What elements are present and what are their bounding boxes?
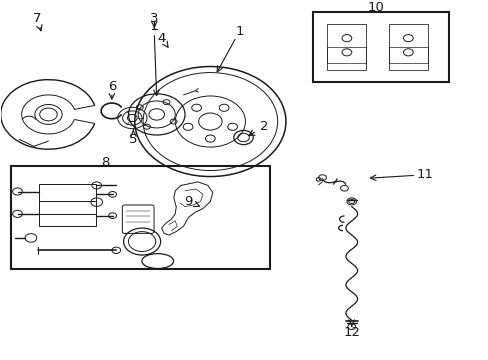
- Bar: [40, 184, 95, 226]
- Bar: [327, 47, 366, 63]
- Bar: [312, 12, 448, 82]
- Text: 1: 1: [235, 24, 244, 37]
- Text: 6: 6: [107, 80, 116, 93]
- Text: 11: 11: [416, 168, 432, 181]
- Text: 3: 3: [150, 12, 158, 25]
- Text: 10: 10: [367, 1, 384, 14]
- Text: 9: 9: [184, 195, 192, 208]
- Text: 4: 4: [157, 32, 165, 45]
- Bar: [388, 47, 427, 63]
- Text: 7: 7: [33, 12, 41, 25]
- Text: 5: 5: [129, 133, 137, 146]
- Bar: [11, 166, 269, 269]
- Text: 2: 2: [259, 120, 268, 133]
- Text: 12: 12: [343, 326, 360, 339]
- Text: 8: 8: [101, 156, 109, 169]
- Bar: [388, 24, 427, 70]
- Bar: [327, 24, 366, 70]
